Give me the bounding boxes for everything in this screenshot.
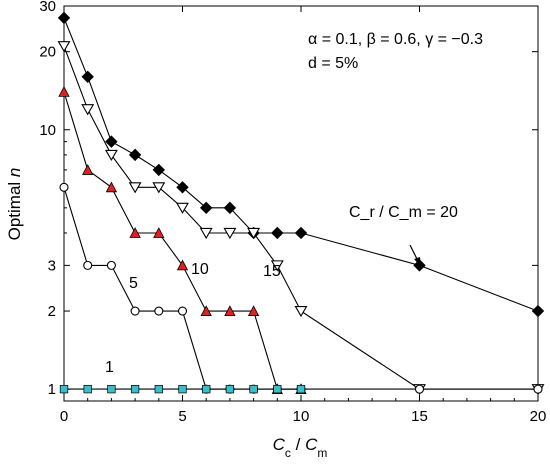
data-point [154,306,164,316]
data-point [104,149,118,161]
data-point [223,227,237,240]
data-point [58,85,70,97]
data-point [128,182,142,194]
series-20-arrow-head [414,257,421,267]
data-point [294,306,308,318]
y-axis-title: Optimal n [5,168,24,241]
data-point [247,227,261,240]
y-tick-label: 2 [48,303,56,320]
data-point [105,181,118,193]
params-annotation: α = 0.1, β = 0.6, γ = −0.3 [308,31,483,48]
data-point [249,384,258,394]
data-point [153,227,165,238]
y-tick-label: 30 [39,0,56,15]
y-tick-label: 10 [39,122,56,139]
x-tick-label: 0 [60,408,68,425]
data-point [531,304,545,318]
data-point [154,384,163,394]
data-point [83,260,93,270]
series-label-15: 15 [263,263,281,280]
data-point [223,201,237,215]
series-label-20: C_r / C_m = 20 [349,204,458,221]
y-axis: 1 2 3 10 20 30 [39,0,538,398]
x-axis-title: Cc / Cm [273,435,328,460]
d-annotation: d = 5% [308,55,358,72]
series-label-5: 5 [129,275,138,292]
data-point [152,182,166,194]
x-tick-label: 5 [178,408,186,425]
data-point [273,384,282,394]
data-point [59,384,69,394]
data-point [106,260,116,270]
data-point [57,11,71,25]
x-tick-label: 15 [411,408,428,425]
data-point [533,384,543,394]
data-point [202,384,211,394]
data-point [176,202,189,214]
y-tick-label: 20 [39,44,56,61]
data-point [130,306,140,316]
data-point [81,70,94,84]
data-point [271,226,284,240]
data-point [82,164,94,175]
data-point [247,305,260,316]
markers-layer [57,11,545,396]
data-point [200,305,212,316]
data-point [225,384,235,394]
data-point [57,41,71,53]
data-point [224,305,236,316]
x-tick-label: 20 [530,408,547,425]
data-point [176,181,189,194]
data-point [296,384,306,394]
y-tick-label: 3 [48,257,56,274]
data-point [414,384,425,394]
data-point [129,227,141,238]
data-point [107,384,116,394]
series-label-10: 10 [191,261,209,278]
data-point [178,384,187,394]
data-point [81,104,95,116]
data-point [176,259,189,271]
data-point [413,259,426,272]
data-point [105,135,118,148]
data-point [128,148,142,162]
series-label-1: 1 [105,359,114,376]
data-point [294,226,308,240]
data-point [199,201,213,215]
plot-frame [63,5,539,402]
x-tick-label: 10 [293,408,310,425]
data-point [177,306,188,316]
data-point [59,182,69,192]
data-point [130,384,140,394]
x-axis: 0 5 10 15 20 [60,6,547,425]
data-point [83,384,92,394]
data-point [199,227,213,240]
data-point [152,163,166,177]
y-tick-label: 1 [48,381,56,398]
data-point [270,260,284,272]
